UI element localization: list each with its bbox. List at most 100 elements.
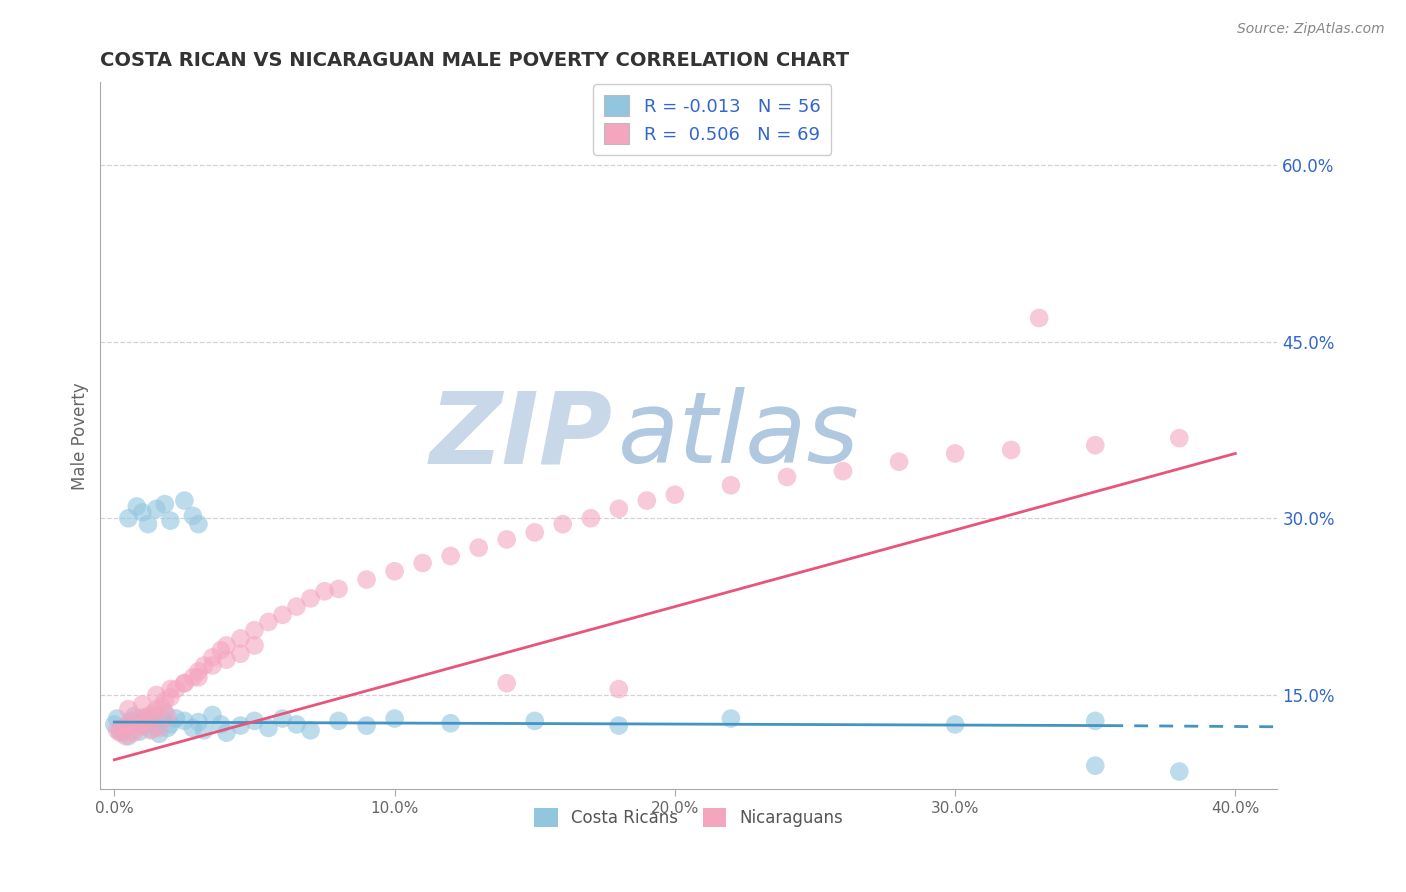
- Point: [187, 665, 209, 679]
- Point: [1028, 310, 1050, 325]
- Point: [165, 712, 187, 726]
- Point: [128, 724, 150, 739]
- Point: [136, 517, 159, 532]
- Point: [440, 549, 463, 563]
- Point: [139, 722, 162, 736]
- Point: [187, 517, 209, 532]
- Point: [103, 717, 125, 731]
- Point: [1168, 431, 1191, 445]
- Point: [136, 709, 159, 723]
- Point: [120, 714, 142, 728]
- Point: [145, 501, 167, 516]
- Point: [122, 725, 145, 739]
- Point: [257, 721, 280, 735]
- Point: [131, 717, 153, 731]
- Point: [467, 541, 489, 555]
- Point: [271, 712, 294, 726]
- Point: [209, 717, 232, 731]
- Legend: Costa Ricans, Nicaraguans: Costa Ricans, Nicaraguans: [527, 801, 851, 834]
- Point: [887, 455, 910, 469]
- Point: [120, 714, 142, 728]
- Point: [150, 713, 173, 727]
- Point: [1168, 764, 1191, 779]
- Point: [943, 446, 966, 460]
- Point: [209, 643, 232, 657]
- Point: [114, 721, 136, 735]
- Point: [384, 712, 406, 726]
- Point: [128, 712, 150, 726]
- Point: [131, 718, 153, 732]
- Point: [328, 582, 350, 596]
- Point: [229, 632, 252, 646]
- Text: ZIP: ZIP: [429, 387, 613, 484]
- Point: [114, 729, 136, 743]
- Point: [243, 639, 266, 653]
- Point: [108, 723, 131, 738]
- Point: [636, 493, 658, 508]
- Point: [201, 658, 224, 673]
- Point: [193, 658, 215, 673]
- Point: [159, 682, 181, 697]
- Point: [187, 670, 209, 684]
- Point: [523, 525, 546, 540]
- Point: [314, 584, 336, 599]
- Point: [122, 709, 145, 723]
- Point: [159, 690, 181, 705]
- Point: [720, 712, 742, 726]
- Point: [943, 717, 966, 731]
- Point: [145, 688, 167, 702]
- Point: [1084, 758, 1107, 772]
- Point: [156, 709, 179, 723]
- Point: [356, 718, 378, 732]
- Point: [125, 500, 148, 514]
- Point: [145, 702, 167, 716]
- Point: [229, 718, 252, 732]
- Point: [117, 717, 139, 731]
- Point: [285, 599, 308, 614]
- Point: [187, 714, 209, 729]
- Point: [1000, 442, 1022, 457]
- Point: [131, 698, 153, 712]
- Point: [607, 718, 630, 732]
- Point: [165, 682, 187, 697]
- Point: [131, 505, 153, 519]
- Y-axis label: Male Poverty: Male Poverty: [72, 382, 89, 490]
- Point: [148, 727, 170, 741]
- Point: [243, 623, 266, 637]
- Point: [1084, 438, 1107, 452]
- Point: [215, 725, 238, 739]
- Point: [243, 714, 266, 728]
- Point: [159, 514, 181, 528]
- Point: [832, 464, 855, 478]
- Point: [142, 706, 165, 720]
- Point: [776, 470, 799, 484]
- Point: [181, 670, 204, 684]
- Point: [328, 714, 350, 728]
- Text: atlas: atlas: [619, 387, 860, 484]
- Point: [134, 710, 156, 724]
- Point: [664, 488, 686, 502]
- Point: [299, 591, 322, 606]
- Point: [384, 564, 406, 578]
- Point: [145, 720, 167, 734]
- Point: [173, 676, 195, 690]
- Point: [356, 573, 378, 587]
- Point: [440, 716, 463, 731]
- Point: [159, 717, 181, 731]
- Point: [117, 729, 139, 743]
- Point: [142, 708, 165, 723]
- Point: [412, 556, 434, 570]
- Point: [215, 652, 238, 666]
- Point: [720, 478, 742, 492]
- Point: [125, 721, 148, 735]
- Point: [117, 702, 139, 716]
- Text: COSTA RICAN VS NICARAGUAN MALE POVERTY CORRELATION CHART: COSTA RICAN VS NICARAGUAN MALE POVERTY C…: [100, 51, 849, 70]
- Point: [181, 508, 204, 523]
- Text: Source: ZipAtlas.com: Source: ZipAtlas.com: [1237, 22, 1385, 37]
- Point: [257, 615, 280, 629]
- Point: [108, 725, 131, 739]
- Point: [150, 699, 173, 714]
- Point: [495, 533, 517, 547]
- Point: [579, 511, 602, 525]
- Point: [215, 639, 238, 653]
